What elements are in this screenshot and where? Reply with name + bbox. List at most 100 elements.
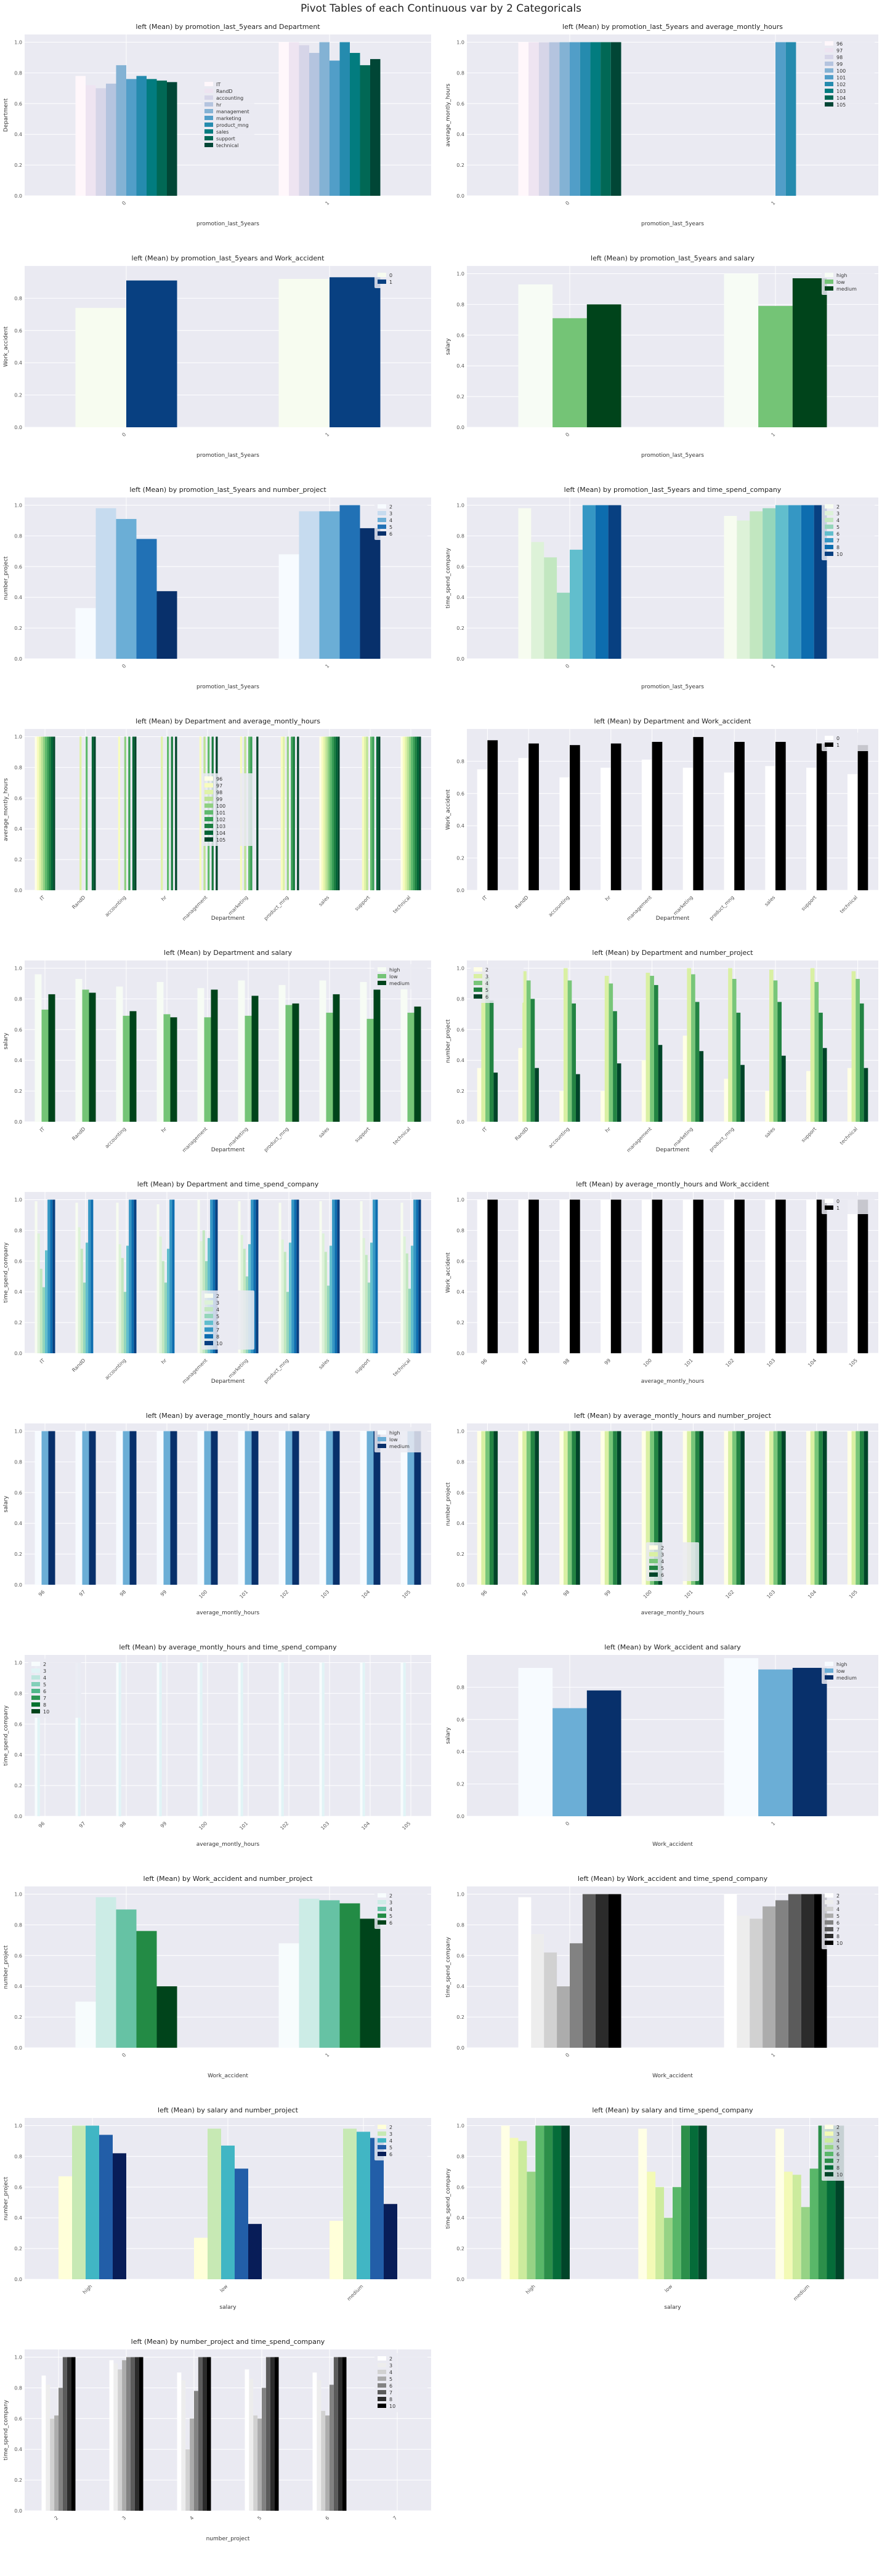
bar [319,736,322,890]
bar [159,1662,162,1816]
legend-swatch [378,1920,386,1925]
chart-panel-4: left (Mean) by promotion_last_5years and… [445,254,878,459]
x-tick-label: 105 [401,1589,411,1600]
x-tick-label: accounting [548,1126,571,1149]
x-tick-label: product_mng [708,895,735,922]
x-tick-label: IT [39,1126,46,1133]
chart-panel-5: left (Mean) by promotion_last_5years and… [3,486,431,690]
bar [319,511,340,659]
bar [552,1708,587,1816]
y-tick-label: 0.6 [14,564,22,570]
legend-swatch [378,2390,386,2394]
x-tick-label: 1 [770,432,776,438]
bar [319,1201,322,1353]
bar [95,508,116,659]
bar [86,2125,99,2279]
bar [601,1091,605,1122]
legend-swatch [378,518,386,522]
legend-swatch [474,981,482,985]
x-tick-label: 1 [770,200,776,206]
legend-swatch [825,89,833,93]
x-tick-label: hr [604,895,612,903]
bar [522,971,527,1122]
legend-swatch [204,1334,213,1338]
bar [405,1253,408,1353]
legend-entry: 6 [836,2152,840,2157]
legend-entry: 101 [216,810,225,816]
legend-entry: 0 [836,1199,840,1204]
x-tick-label: 98 [119,1589,127,1598]
y-axis-label: Work_accident [445,789,451,830]
bar [819,1012,823,1122]
x-tick-label: low [219,2284,229,2293]
chart-panel-15: left (Mean) by average_montly_hours and … [3,1643,431,1848]
bar [773,1431,778,1585]
x-tick-label: IT [39,895,46,902]
legend-swatch [378,1907,386,1911]
legend-box [201,773,254,846]
legend-swatch [378,2356,386,2361]
y-tick-label: 0.0 [456,2045,464,2051]
legend-entry: high [389,1430,400,1436]
bar [477,1199,488,1353]
legend-swatch [825,545,833,549]
legend-entry: 7 [43,1696,46,1701]
y-tick-label: 0.8 [14,765,22,770]
bar [126,1246,129,1353]
bar [172,1199,175,1353]
bar [129,1431,137,1585]
y-tick-label: 0.2 [456,856,464,861]
legend-entry: 4 [389,1907,392,1912]
y-tick-label: 0.4 [14,1752,22,1758]
chart-title: left (Mean) by promotion_last_5years and… [129,486,326,494]
legend-entry: 5 [485,988,488,993]
y-axis-label: time_spend_company [445,1936,451,1997]
bar [350,52,360,196]
legend-swatch [825,280,833,284]
legend-swatch [378,2145,386,2149]
legend-entry: 8 [836,2165,840,2171]
legend-swatch [204,803,213,808]
bar [364,736,366,890]
y-tick-label: 0.4 [456,1521,464,1526]
legend-swatch [204,1314,213,1318]
legend-entry: 4 [836,518,840,523]
y-tick-label: 0.8 [14,1228,22,1233]
y-axis-label: Work_accident [3,326,9,367]
legend: 234 56 [646,1542,699,1581]
bar [248,2224,262,2279]
bar [86,85,96,196]
bar [652,1199,663,1353]
x-tick-label: 6 [324,2515,330,2521]
legend-swatch [204,817,213,821]
bar [202,2357,207,2511]
bar [801,505,814,659]
bar [400,736,403,890]
x-tick-label: 97 [521,1358,530,1366]
bar [59,2388,63,2511]
x-axis-label: average_montly_hours [196,1610,260,1616]
legend-entry: 4 [216,1307,219,1313]
bar [736,1012,741,1122]
y-tick-label: 0.6 [456,1490,464,1495]
y-tick-label: 1.0 [14,1891,22,1897]
bar [286,736,289,890]
legend-swatch [204,824,213,828]
bar [130,2357,135,2511]
bar [418,1199,421,1353]
x-tick-label: product_mng [263,1126,290,1153]
chart-title: left (Mean) by Work_accident and salary [604,1643,741,1651]
bar [775,1199,786,1353]
bar [572,1431,577,1585]
x-tick-label: accounting [104,895,127,918]
legend-swatch [204,776,213,781]
legend-swatch [825,62,833,66]
legend-entry: 3 [485,974,488,980]
bar [693,737,704,890]
bar [365,1255,368,1353]
bar [334,1199,338,1353]
bar [294,1199,297,1353]
bar [95,88,106,196]
